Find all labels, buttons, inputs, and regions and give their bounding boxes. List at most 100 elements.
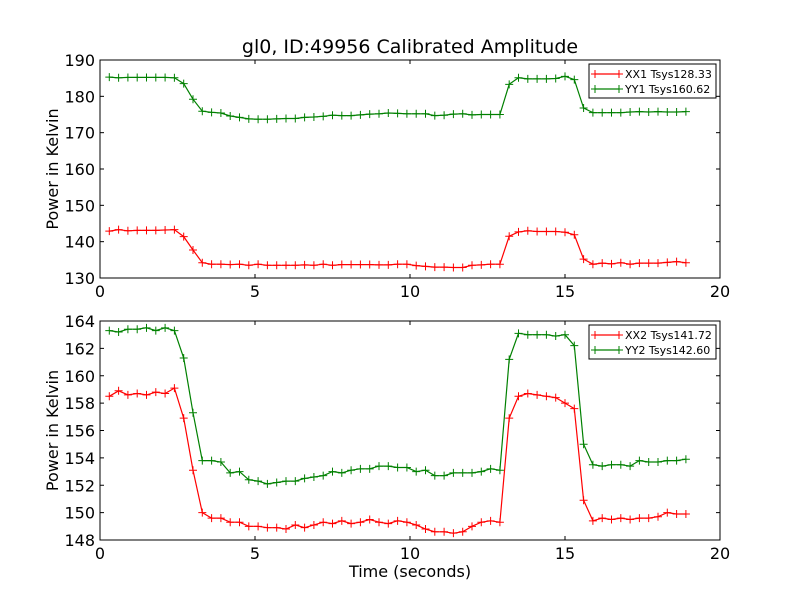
data-point [235, 113, 244, 122]
data-point [272, 523, 281, 532]
data-point [207, 108, 216, 117]
data-point [635, 259, 644, 268]
data-point [477, 518, 486, 527]
data-point [449, 468, 458, 477]
data-point [272, 261, 281, 270]
legend-label: XX2 Tsys141.72 [625, 329, 712, 342]
data-point [440, 527, 449, 536]
data-point [495, 110, 504, 119]
data-point [356, 260, 365, 269]
data-point [607, 515, 616, 524]
data-point [495, 518, 504, 527]
data-point [170, 225, 179, 234]
data-point [542, 330, 551, 339]
data-point [458, 527, 467, 536]
data-point [356, 518, 365, 527]
data-point [672, 257, 681, 266]
data-point [681, 258, 690, 267]
y-tick-label: 130 [64, 269, 95, 288]
data-point [607, 259, 616, 268]
data-point [282, 477, 290, 486]
data-point [198, 258, 207, 267]
data-point [170, 73, 179, 82]
data-point [216, 109, 225, 118]
data-point [365, 260, 374, 269]
data-point [579, 496, 588, 505]
data-point [347, 466, 356, 475]
data-point [468, 468, 476, 477]
data-point [105, 392, 114, 401]
data-point [477, 110, 486, 119]
data-point [356, 464, 365, 473]
data-point [170, 326, 179, 335]
data-point [681, 107, 690, 116]
data-point [393, 260, 402, 269]
data-point [654, 107, 662, 116]
data-point [440, 471, 449, 480]
data-point [179, 79, 188, 88]
data-point [207, 514, 216, 523]
data-point [486, 110, 495, 119]
data-point [523, 330, 532, 339]
data-point [319, 112, 328, 121]
data-point [421, 262, 430, 271]
data-point [133, 325, 142, 334]
data-point [561, 72, 569, 81]
data-point [384, 109, 393, 118]
data-point [347, 260, 356, 269]
data-point [412, 261, 421, 270]
data-point [300, 260, 309, 269]
data-point [402, 463, 411, 472]
data-point [626, 260, 635, 269]
data-point [468, 110, 476, 119]
data-point [542, 227, 551, 236]
data-point [523, 389, 532, 398]
data-point [347, 519, 356, 528]
y-tick-label: 170 [64, 124, 95, 143]
data-point [282, 261, 290, 270]
data-point [151, 226, 160, 235]
data-point [505, 232, 514, 241]
data-point [161, 389, 170, 398]
data-point [337, 260, 346, 269]
data-point [616, 258, 625, 267]
data-point [551, 227, 560, 236]
data-point [254, 522, 263, 531]
data-point [635, 514, 644, 523]
legend-marker [615, 70, 623, 78]
data-point [365, 464, 374, 473]
data-point [663, 508, 672, 517]
data-point [579, 255, 588, 264]
data-point [161, 323, 170, 332]
legend-label: YY1 Tsys160.62 [624, 83, 710, 96]
y-tick-label: 154 [64, 449, 95, 468]
data-point [440, 263, 449, 272]
data-point [421, 525, 430, 534]
x-tick-label: 15 [555, 282, 575, 301]
data-point [626, 462, 635, 471]
data-point [598, 514, 607, 523]
data-point [123, 226, 132, 235]
y-tick-label: 180 [64, 87, 95, 106]
data-point [226, 260, 235, 269]
data-point [244, 114, 253, 123]
data-point [198, 107, 207, 116]
data-point [449, 529, 458, 538]
data-point [123, 73, 132, 82]
data-point [542, 74, 551, 83]
data-point [644, 457, 653, 466]
y-tick-label: 160 [64, 367, 95, 386]
y-tick-label: 158 [64, 394, 95, 413]
data-point [393, 109, 402, 118]
data-point [142, 323, 151, 332]
data-point [114, 327, 123, 336]
data-point [421, 466, 430, 475]
data-point [533, 227, 542, 236]
data-point [402, 260, 411, 269]
x-tick-label: 20 [710, 282, 730, 301]
data-point [207, 456, 216, 465]
data-point [607, 108, 616, 117]
data-point [272, 114, 281, 123]
data-point [216, 260, 225, 269]
y-tick-label: 164 [64, 312, 95, 331]
